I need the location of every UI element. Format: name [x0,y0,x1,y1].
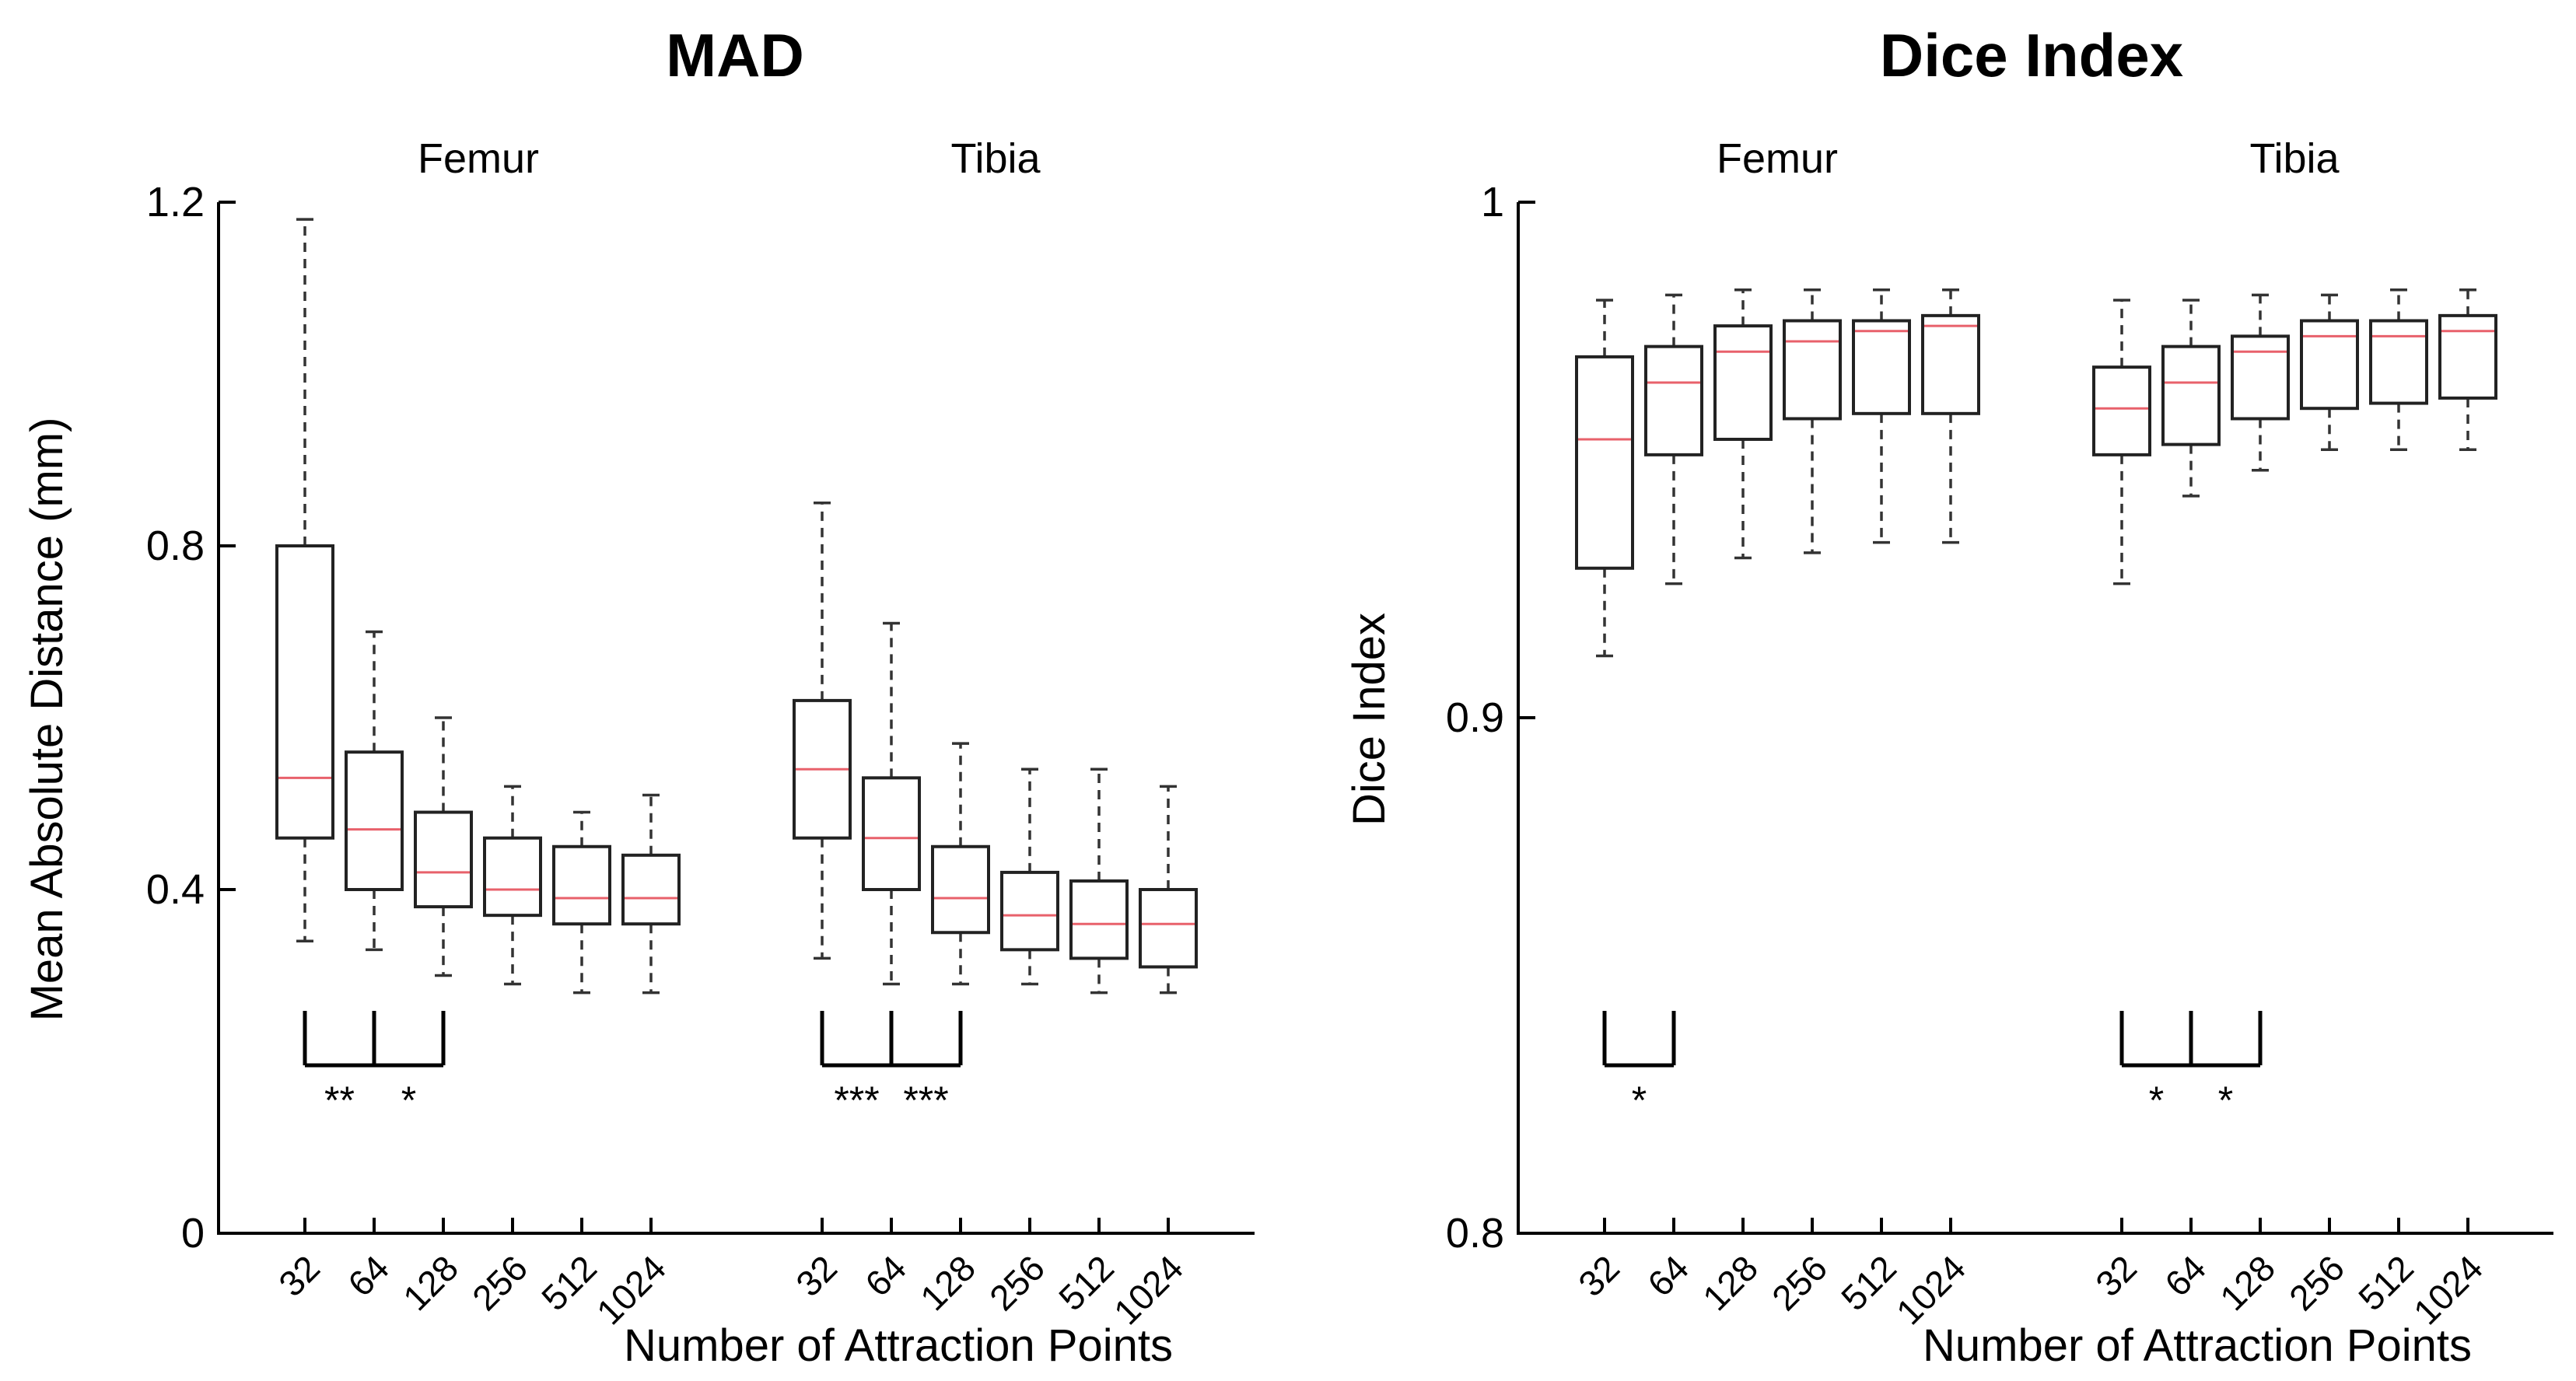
mad-tibia-significance-label: *** [834,1079,879,1122]
mad-x-axis-label: Number of Attraction Points [624,1320,1173,1371]
iqr-box [2231,334,2290,421]
mad-title: MAD [666,21,804,89]
iqr-box [1069,879,1129,960]
dice-femur-box-64 [1644,293,1703,586]
dice-xtick-label: 128 [1695,1247,1766,1318]
dice-tibia-box-1024 [2438,288,2497,451]
dice-tibia-significance-label: * [2218,1079,2233,1122]
iqr-box [621,853,681,926]
dice-xtick-label: 256 [2281,1247,2352,1318]
dice-femur-box-512 [1852,288,1911,544]
dice-femur-significance-bracket [1602,1011,1676,1068]
iqr-box [2092,365,2151,456]
dice-tibia-box-128 [2231,293,2290,472]
iqr-box [2438,313,2497,400]
mad-tibia-box-256 [1000,767,1059,986]
iqr-box [793,698,852,840]
dice-axes [1517,202,2553,1235]
dice-group-label-tibia: Tibia [2249,135,2340,182]
mad-tibia-box-64 [862,621,921,986]
mad-panel: MAD Femur Tibia Mean Absolute Distance (… [22,21,1255,1371]
mad-xtick-label: 64 [857,1247,914,1304]
mad-tibia-box-512 [1069,767,1129,995]
mad-group-label-tibia: Tibia [950,135,1041,182]
iqr-box [1852,319,1911,415]
mad-xtick-label: 256 [464,1247,535,1318]
iqr-box [862,776,921,891]
mad-tibia-significance-bracket [820,1011,963,1068]
mad-femur-significance-label: ** [324,1079,355,1122]
dice-ytick-label: 0.9 [1446,694,1504,741]
mad-femur-significance-label: * [401,1079,416,1122]
dice-xtick-label: 32 [1570,1247,1627,1304]
mad-xtick-label: 64 [340,1247,397,1304]
dice-title: Dice Index [1880,21,2183,89]
mad-ytick-label: 0.4 [146,866,205,913]
dice-xtick-label: 64 [1640,1247,1696,1304]
mad-tibia-box-128 [931,742,990,986]
mad-ytick-label: 0.8 [146,523,205,569]
mad-xtick-label: 128 [912,1247,983,1318]
mad-xtick-label: 128 [395,1247,466,1318]
mad-femur-box-1024 [621,793,681,995]
dice-tibia-box-32 [2092,299,2151,586]
dice-ytick-label: 1 [1481,179,1504,226]
mad-ytick-label: 1.2 [146,179,205,226]
dice-tibia-significance-label: * [2149,1079,2164,1122]
dice-y-axis-label: Dice Index [1344,613,1395,826]
iqr-box [1783,319,1842,421]
mad-ytick-label: 0 [181,1210,205,1257]
mad-group-label-femur: Femur [418,135,539,182]
dice-femur-box-256 [1783,288,1842,554]
mad-tibia-box-1024 [1139,785,1198,995]
iqr-box [275,544,334,840]
iqr-box [414,810,473,909]
dice-group-label-femur: Femur [1717,135,1838,182]
mad-tibia-significance-label: *** [903,1079,948,1122]
iqr-box [1921,313,1980,415]
mad-femur-box-32 [275,218,334,943]
dice-tibia-significance-bracket [2119,1011,2263,1068]
iqr-box [1644,344,1703,456]
iqr-box [1713,324,1773,441]
dice-femur-box-1024 [1921,288,1980,544]
dice-femur-box-32 [1575,299,1634,658]
iqr-box [1000,870,1059,952]
mad-y-axis-label: Mean Absolute Distance (mm) [22,418,72,1022]
mad-femur-significance-bracket [303,1011,446,1068]
dice-xtick-label: 256 [1764,1247,1835,1318]
dice-femur-box-128 [1713,288,1773,560]
dice-tibia-box-512 [2369,288,2428,451]
mad-xtick-label: 256 [982,1247,1052,1318]
mad-tibia-box-32 [793,502,852,960]
iqr-box [2161,344,2221,446]
iqr-box [2369,319,2428,405]
iqr-box [1139,888,1198,969]
dice-tibia-box-64 [2161,299,2221,498]
mad-xtick-label: 32 [271,1247,327,1304]
mad-femur-box-64 [345,630,404,952]
dice-femur-significance-label: * [1632,1079,1647,1122]
mad-femur-box-256 [483,785,542,986]
mad-femur-box-128 [414,716,473,977]
iqr-box [552,844,611,926]
dice-xtick-label: 32 [2088,1247,2144,1304]
dice-xtick-label: 64 [2157,1247,2214,1304]
iqr-box [2300,319,2359,411]
iqr-box [483,836,542,918]
dice-ytick-label: 0.8 [1446,1210,1504,1257]
dice-x-axis-label: Number of Attraction Points [1923,1320,2472,1371]
iqr-box [1575,355,1634,570]
dice-xtick-label: 128 [2212,1247,2283,1318]
dice-tibia-box-256 [2300,293,2359,451]
iqr-box [931,844,990,935]
mad-xtick-label: 32 [788,1247,845,1304]
dice-panel: Dice Index Femur Tibia Dice Index Number… [1344,21,2553,1371]
mad-femur-box-512 [552,810,611,995]
iqr-box [345,750,404,892]
